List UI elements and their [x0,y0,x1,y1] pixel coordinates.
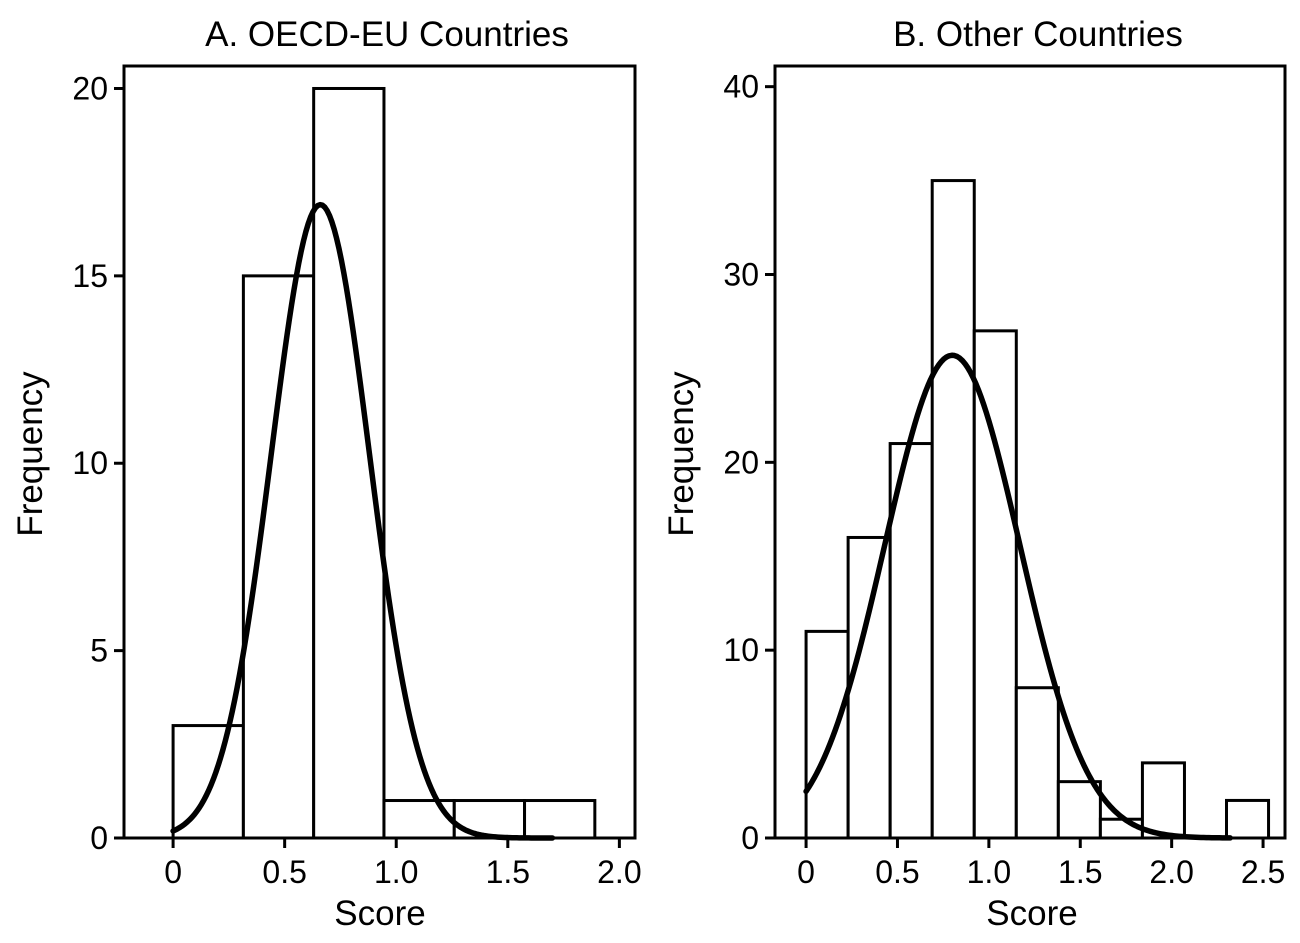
y-tick-label: 20 [723,444,759,480]
x-tick-label: 1.5 [486,854,530,890]
panel-a-y-ticks: 0 5 10 15 20 [72,70,124,856]
x-tick-label: 2.0 [1149,854,1193,890]
histogram-bar [1225,798,1271,840]
histogram-bar [241,274,316,840]
panel-b-bars [804,179,1271,840]
y-tick-label: 0 [90,820,108,856]
histogram-bar [972,329,1018,840]
histogram-bar [930,179,976,840]
histogram-bar [523,799,597,840]
y-tick-label: 10 [72,445,108,481]
y-tick-label: 20 [72,70,108,106]
histogram-bar [171,724,245,840]
histogram-bar [846,535,892,840]
y-tick-label: 30 [723,256,759,292]
y-tick-label: 10 [723,632,759,668]
x-tick-label: 1.0 [374,854,418,890]
histogram-bar [1014,686,1060,840]
panel-a-normal-curve [170,201,556,841]
histogram-bar [382,799,456,840]
panel-a-title: A. OECD-EU Countries [205,15,569,54]
y-tick-label: 40 [723,69,759,105]
panel-b-title: B. Other Countries [893,15,1183,54]
histogram-bar [804,629,850,840]
x-tick-label: 0 [164,854,182,890]
panel-a-x-ticks: 0 0.5 1.0 1.5 2.0 [164,838,642,890]
x-tick-label: 0.5 [875,854,919,890]
y-tick-label: 5 [90,633,108,669]
panel-a-x-axis-label: Score [334,894,425,933]
panel-b-x-axis-label: Score [986,894,1077,933]
panel-b-y-axis-label: Frequency [662,371,701,537]
panel-b-x-ticks: 0 0.5 1.0 1.5 2.0 2.5 [797,838,1285,890]
x-tick-label: 0 [797,854,815,890]
panel-b: B. Other Countries 0 0.5 1.0 1.5 2.0 2.5 0 10 2… [662,15,1287,933]
x-tick-label: 0.5 [262,854,306,890]
histogram-bar [1056,780,1102,840]
panel-a-y-axis-label: Frequency [11,371,50,537]
panel-a-bars [171,86,597,840]
histogram-bar [1140,761,1186,840]
panel-b-y-ticks: 0 10 20 30 40 [723,69,775,856]
y-tick-label: 15 [72,258,108,294]
x-tick-label: 2.0 [597,854,641,890]
panel-b-normal-curve [803,352,1233,841]
x-tick-label: 2.5 [1241,854,1285,890]
x-tick-label: 1.5 [1058,854,1102,890]
panel-a: A. OECD-EU Countries 0 0.5 1.0 1.5 2.0 0 5 10 1… [11,15,642,933]
x-tick-label: 1.0 [967,854,1011,890]
y-tick-label: 0 [741,820,759,856]
